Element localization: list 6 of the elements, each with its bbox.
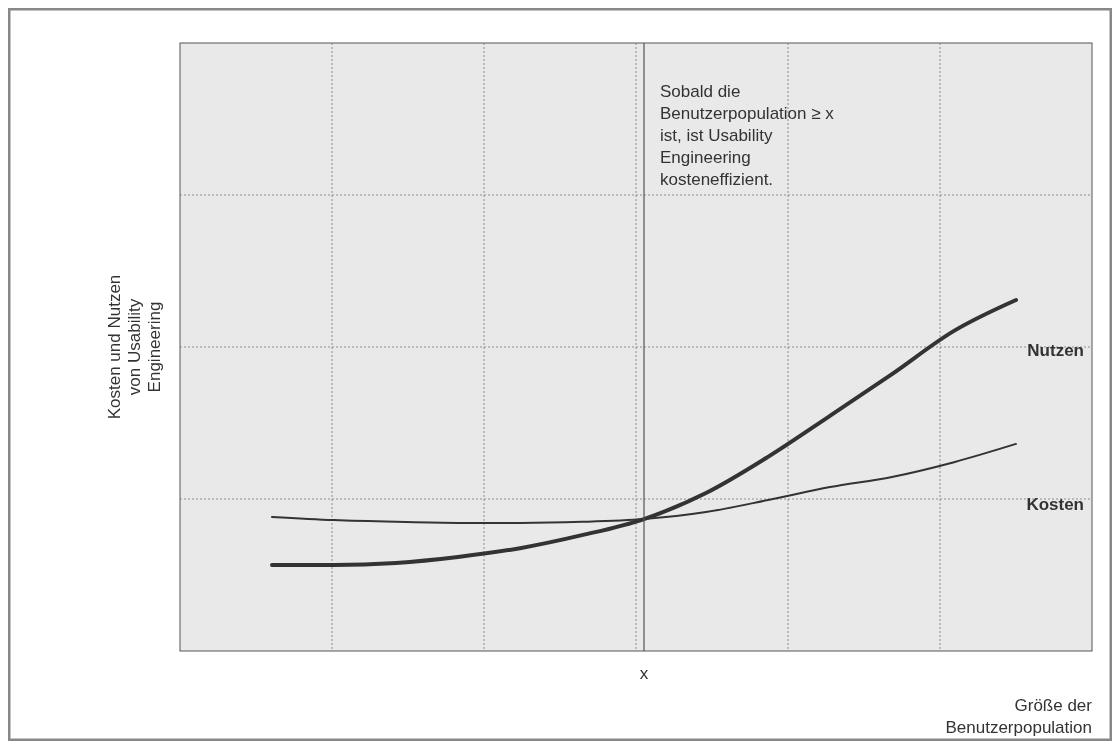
y-axis-title: Kosten und Nutzen von Usability Engineering bbox=[105, 274, 164, 420]
text: Nutzen bbox=[1027, 341, 1084, 360]
text: Kosten bbox=[1026, 494, 1084, 514]
text: x bbox=[639, 664, 649, 683]
text: Sobald die Benutzerpopulation ≥ x ist, ist Usability Engineering kosteneffizient. bbox=[660, 82, 835, 189]
x-axis-title: Größe der Benutzerpopulation bbox=[945, 696, 1093, 737]
